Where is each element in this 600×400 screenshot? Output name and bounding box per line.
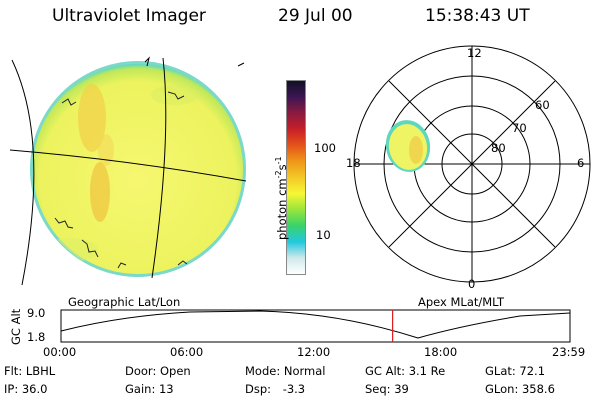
status-gcalt-value: 3.1 Re bbox=[408, 364, 446, 378]
lat-label-70: 70 bbox=[512, 121, 527, 135]
globe-caption: Geographic Lat/Lon bbox=[68, 295, 181, 309]
status-flt-value: LBHL bbox=[25, 364, 56, 378]
status-glat-label: GLat: bbox=[485, 364, 516, 378]
status-dsp-label: Dsp: bbox=[245, 382, 272, 396]
lat-label-60: 60 bbox=[535, 98, 550, 112]
mlt-label-12: 12 bbox=[467, 46, 482, 60]
status-ip-label: IP: bbox=[4, 382, 19, 396]
status-gcalt: GC Alt: 3.1 Re bbox=[365, 364, 445, 378]
status-ip-value: 36.0 bbox=[21, 382, 48, 396]
date-label: 29 Jul 00 bbox=[278, 6, 353, 26]
status-mode-label: Mode: bbox=[245, 364, 281, 378]
colorbar-tick-10: 10 bbox=[316, 228, 331, 242]
status-dsp-value: -3.3 bbox=[282, 382, 306, 396]
time-label: 15:38:43 UT bbox=[425, 6, 530, 26]
status-glon: GLon: 358.6 bbox=[485, 382, 555, 396]
timeline-xtick-2359: 23:59 bbox=[552, 345, 586, 359]
mlt-label-18: 18 bbox=[346, 156, 361, 170]
instrument-title: Ultraviolet Imager bbox=[52, 6, 206, 26]
status-gain: Gain: 13 bbox=[125, 382, 174, 396]
timeline-xtick-0600: 06:00 bbox=[170, 345, 204, 359]
timeline-xtick-1200: 12:00 bbox=[297, 345, 331, 359]
status-ip: IP: 36.0 bbox=[4, 382, 47, 396]
status-door-value: Open bbox=[159, 364, 191, 378]
colorbar-tick-100: 100 bbox=[314, 141, 336, 155]
status-gcalt-label: GC Alt: bbox=[365, 364, 406, 378]
status-glon-label: GLon: bbox=[485, 382, 519, 396]
status-dsp: Dsp: -3.3 bbox=[245, 382, 305, 396]
polar-caption: Apex MLat/MLT bbox=[418, 295, 505, 309]
status-gain-label: Gain: bbox=[125, 382, 156, 396]
status-door: Door: Open bbox=[125, 364, 191, 378]
earth-disk bbox=[9, 56, 247, 286]
status-seq-label: Seq: bbox=[365, 382, 391, 396]
timeline-frame bbox=[60, 309, 571, 343]
status-glat-value: 72.1 bbox=[519, 364, 546, 378]
status-seq-value: 39 bbox=[394, 382, 409, 396]
auroral-oval-image bbox=[385, 120, 431, 172]
status-glat: GLat: 72.1 bbox=[485, 364, 545, 378]
timeline-xtick-0000: 00:00 bbox=[43, 345, 77, 359]
mlt-label-0: 0 bbox=[468, 277, 476, 291]
status-glon-value: 358.6 bbox=[521, 382, 555, 396]
status-seq: Seq: 39 bbox=[365, 382, 409, 396]
timeline-ytick-9: 9.0 bbox=[27, 306, 46, 320]
status-flt: Flt: LBHL bbox=[4, 364, 55, 378]
timeline-xtick-1800: 18:00 bbox=[424, 345, 458, 359]
status-mode: Mode: Normal bbox=[245, 364, 325, 378]
timeline-ytick-1: 1.8 bbox=[27, 330, 46, 344]
lat-label-80: 80 bbox=[491, 141, 506, 155]
status-gain-value: 13 bbox=[158, 382, 174, 396]
status-mode-value: Normal bbox=[283, 364, 326, 378]
altitude-curve bbox=[60, 310, 571, 339]
colorbar bbox=[286, 80, 306, 275]
status-door-label: Door: bbox=[125, 364, 157, 378]
status-flt-label: Flt: bbox=[4, 364, 23, 378]
mlt-label-6: 6 bbox=[577, 156, 585, 170]
